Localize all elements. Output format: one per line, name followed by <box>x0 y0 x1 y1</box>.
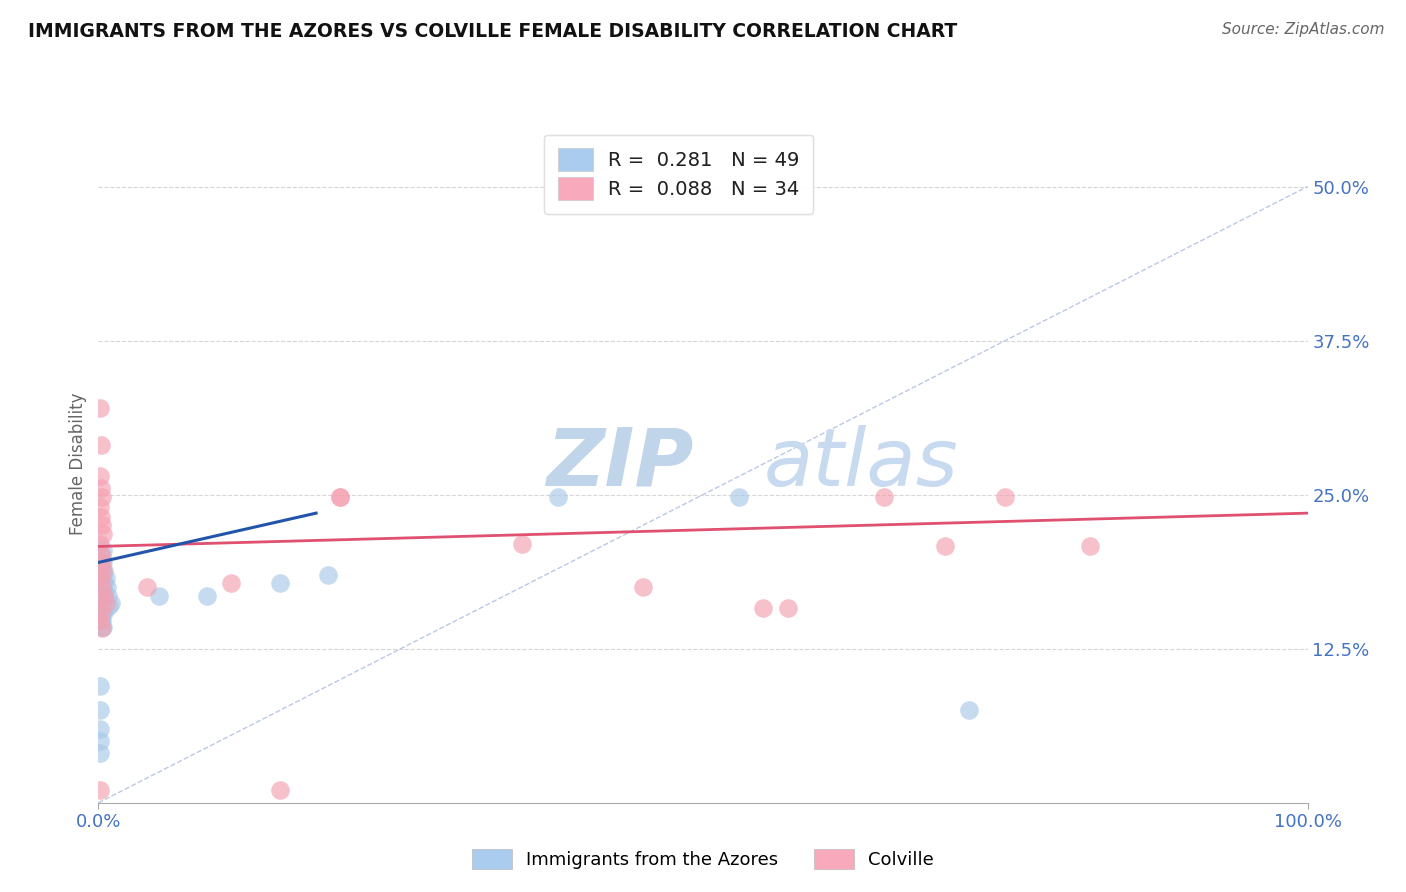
Point <box>89 537 111 551</box>
Legend: Immigrants from the Azores, Colville: Immigrants from the Azores, Colville <box>463 839 943 879</box>
Point <box>934 540 956 554</box>
Legend: R =  0.281   N = 49, R =  0.088   N = 34: R = 0.281 N = 49, R = 0.088 N = 34 <box>544 135 814 213</box>
Point <box>631 580 654 594</box>
Point <box>90 572 112 586</box>
Point <box>91 549 114 564</box>
Point <box>96 580 118 594</box>
Point <box>90 572 112 586</box>
Point <box>90 509 112 524</box>
Point <box>316 567 339 582</box>
Point <box>91 613 114 627</box>
Point <box>91 596 114 610</box>
Point <box>100 596 122 610</box>
Point <box>148 589 170 603</box>
Point <box>90 438 112 452</box>
Point <box>93 576 115 591</box>
Point <box>89 556 111 570</box>
Point <box>91 567 114 582</box>
Point <box>957 703 980 717</box>
Point <box>329 490 352 504</box>
Point <box>91 589 114 603</box>
Point <box>510 537 533 551</box>
Point <box>91 490 114 504</box>
Point <box>89 401 111 416</box>
Point <box>91 619 114 633</box>
Point <box>89 613 111 627</box>
Point <box>195 589 218 603</box>
Point <box>91 605 114 619</box>
Point <box>89 722 111 736</box>
Point <box>91 527 114 541</box>
Point <box>91 580 114 594</box>
Point <box>98 599 121 613</box>
Point <box>93 605 115 619</box>
Point <box>89 703 111 717</box>
Point <box>89 605 111 619</box>
Point <box>873 490 896 504</box>
Point <box>93 589 115 603</box>
Text: ZIP: ZIP <box>546 425 693 503</box>
Point <box>93 564 115 578</box>
Point <box>97 589 120 603</box>
Point <box>221 576 243 591</box>
Point <box>89 469 111 483</box>
Point <box>90 613 112 627</box>
Point <box>91 576 114 591</box>
Point <box>91 586 114 600</box>
Point <box>89 576 111 591</box>
Point <box>91 556 114 570</box>
Text: atlas: atlas <box>763 425 959 503</box>
Point <box>91 619 114 633</box>
Point <box>776 601 799 615</box>
Point <box>89 783 111 797</box>
Point <box>91 605 114 619</box>
Point <box>89 679 111 693</box>
Point <box>91 595 114 609</box>
Text: Source: ZipAtlas.com: Source: ZipAtlas.com <box>1222 22 1385 37</box>
Point <box>93 586 115 600</box>
Point <box>91 543 114 558</box>
Point <box>89 747 111 761</box>
Point <box>91 561 114 575</box>
Point <box>269 576 291 591</box>
Point <box>90 589 112 603</box>
Point <box>1078 540 1101 554</box>
Point <box>91 621 114 635</box>
Point <box>91 580 114 594</box>
Point <box>90 482 112 496</box>
Point <box>329 490 352 504</box>
Point <box>90 605 112 619</box>
Point <box>89 500 111 514</box>
Point <box>90 547 112 561</box>
Y-axis label: Female Disability: Female Disability <box>69 392 87 535</box>
Point <box>90 559 112 574</box>
Point <box>994 490 1017 504</box>
Point <box>94 596 117 610</box>
Point <box>91 518 114 533</box>
Point <box>91 572 114 586</box>
Point <box>90 605 112 619</box>
Point <box>90 580 112 594</box>
Point <box>269 783 291 797</box>
Point <box>752 601 775 615</box>
Point <box>135 580 157 594</box>
Point <box>89 567 111 582</box>
Point <box>728 490 751 504</box>
Text: IMMIGRANTS FROM THE AZORES VS COLVILLE FEMALE DISABILITY CORRELATION CHART: IMMIGRANTS FROM THE AZORES VS COLVILLE F… <box>28 22 957 41</box>
Point <box>547 490 569 504</box>
Point <box>94 572 117 586</box>
Point <box>91 564 114 578</box>
Point <box>89 734 111 748</box>
Point <box>91 556 114 570</box>
Point <box>91 605 114 619</box>
